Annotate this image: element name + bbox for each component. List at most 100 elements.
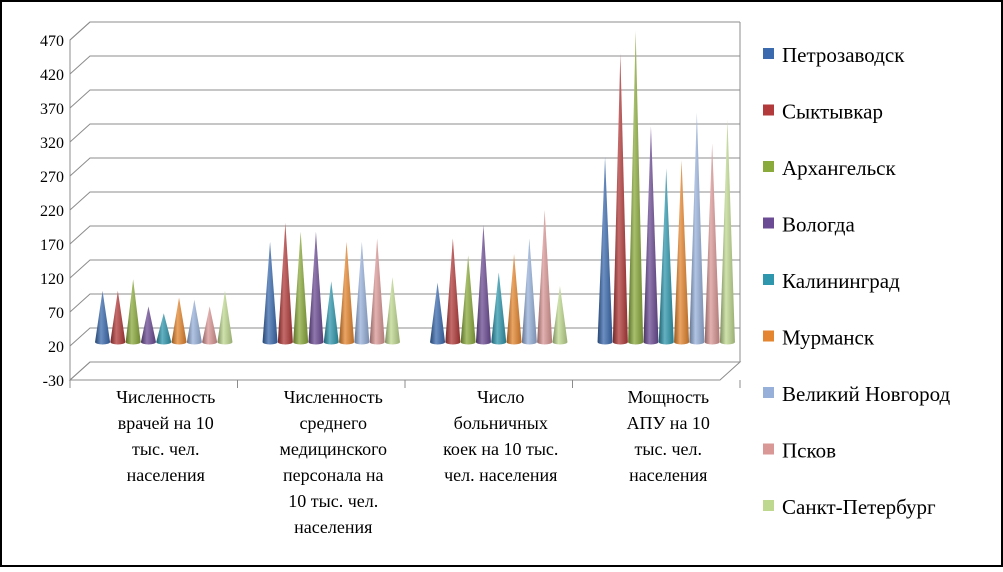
plot-floor xyxy=(68,361,742,381)
gridline xyxy=(69,259,740,279)
legend-swatch xyxy=(763,330,774,342)
x-category-label: населения xyxy=(629,465,707,485)
legend-item: Великий Новгород xyxy=(763,382,951,406)
bar-cone-body xyxy=(521,238,537,345)
bar-cone-body xyxy=(262,241,278,345)
y-tick-label: 220 xyxy=(40,203,64,220)
bar-cone-body xyxy=(339,241,355,345)
legend-item: Петрозаводск xyxy=(763,43,905,67)
bar-cone xyxy=(171,297,187,345)
bar-cone-body xyxy=(628,31,644,345)
x-category-label: населения xyxy=(127,465,205,485)
legend-item: Псков xyxy=(763,439,836,463)
bar-cone xyxy=(369,238,385,345)
bar-cone-body xyxy=(597,156,613,345)
legend-label: Сыктывкар xyxy=(782,100,883,124)
y-tick-label: 320 xyxy=(40,135,64,152)
bar-cone-body xyxy=(156,313,172,345)
floor-outline xyxy=(68,361,742,381)
bar-cone-body xyxy=(95,290,111,345)
bar-cone xyxy=(217,290,233,345)
bar-cone-body xyxy=(308,231,324,345)
bar-cone-body xyxy=(110,290,126,345)
bar-cone xyxy=(552,286,568,345)
bar-cone xyxy=(491,272,507,345)
x-category-label: чел. населения xyxy=(444,465,557,485)
legend-swatch xyxy=(763,387,774,398)
bar-cone xyxy=(704,143,720,345)
bar-cone-body xyxy=(552,286,568,345)
bar-cone xyxy=(140,306,156,345)
gridline xyxy=(69,89,740,109)
x-axis: Численность врачей на 10 тыс. чел. населени… xyxy=(69,380,741,537)
legend-label: Вологда xyxy=(782,213,855,237)
bar-cone-body xyxy=(445,238,461,345)
bar-cone-body xyxy=(430,282,446,345)
legend-label: Мурманск xyxy=(782,326,875,350)
bar-cone-body xyxy=(689,112,705,345)
bar-cone-body xyxy=(125,279,141,345)
gridline xyxy=(69,157,740,177)
bar-cone xyxy=(689,112,705,345)
gridline xyxy=(69,293,740,313)
gridline xyxy=(69,123,740,143)
bar-cone-body xyxy=(719,119,735,345)
bar-cone-body xyxy=(491,272,507,345)
x-category-label: Мощность xyxy=(627,387,709,407)
legend-label: Санкт-Петербург xyxy=(782,495,936,519)
y-tick-label: 120 xyxy=(40,271,64,288)
bar-cone xyxy=(430,282,446,345)
y-tick-label: 470 xyxy=(40,33,64,50)
legend: Петрозаводск Сыктывкар Архангельск Вологда К… xyxy=(763,43,951,519)
gridline xyxy=(69,21,740,41)
legend-label: Великий Новгород xyxy=(782,382,951,406)
y-tick-label: 170 xyxy=(40,237,64,254)
gridline xyxy=(69,55,740,75)
bar-cone-body xyxy=(612,53,628,345)
y-tick-label: 420 xyxy=(40,67,64,84)
legend-item: Сыктывкар xyxy=(763,100,883,124)
bar-cone-body xyxy=(643,126,659,345)
legend-swatch xyxy=(763,443,774,455)
legend-item: Вологда xyxy=(763,213,855,237)
y-tick-label: 20 xyxy=(48,339,64,356)
x-category-label: медицинского xyxy=(279,439,387,459)
bar-cone xyxy=(277,222,293,345)
bar-cone-body xyxy=(186,299,202,345)
gridline xyxy=(69,191,740,211)
bar-cone xyxy=(628,31,644,345)
bar-cone-body xyxy=(171,297,187,345)
bars xyxy=(95,31,735,345)
bar-cone xyxy=(323,281,339,345)
bar-cone xyxy=(293,231,309,345)
bar-cone xyxy=(384,277,400,345)
x-category-label: 10 тыс. чел. xyxy=(288,491,378,511)
bar-cone xyxy=(95,290,111,345)
bar-cone xyxy=(506,254,522,345)
legend-label: Псков xyxy=(782,439,836,463)
x-category-label: персонала на xyxy=(283,465,384,485)
y-axis: 470 420 370 320 270 220 170 120 70 20 -30 xyxy=(40,33,64,390)
legend-item: Санкт-Петербург xyxy=(763,495,936,519)
x-category-label: Число xyxy=(477,387,524,407)
legend-label: Архангельск xyxy=(782,156,896,180)
x-category-label: населения xyxy=(294,517,372,537)
x-category-label: больничных xyxy=(454,413,548,433)
bar-cone-body xyxy=(277,222,293,345)
bar-cone xyxy=(354,241,370,345)
x-category-label: тыс. чел. xyxy=(132,439,199,459)
y-tick-label: 270 xyxy=(40,169,64,186)
bar-cone xyxy=(202,306,218,345)
bar-cone xyxy=(308,231,324,345)
legend-item: Архангельск xyxy=(763,156,896,180)
legend-swatch xyxy=(763,104,774,116)
x-category-label: АПУ на 10 xyxy=(627,413,710,433)
legend-label: Калининград xyxy=(782,269,900,293)
legend-swatch xyxy=(763,48,774,59)
bar-cone xyxy=(125,279,141,345)
bar-cone-body xyxy=(658,168,674,345)
bar-cone-body xyxy=(460,255,476,345)
